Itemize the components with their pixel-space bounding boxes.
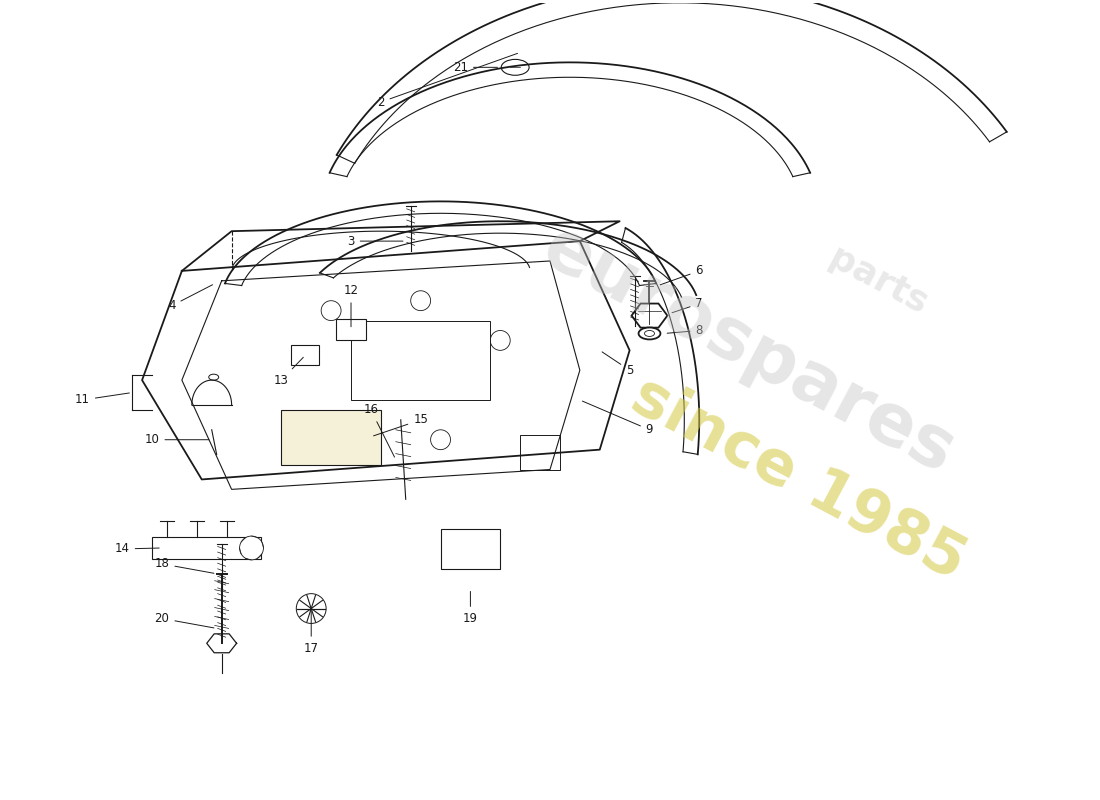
Text: 8: 8 [668, 324, 703, 337]
Circle shape [321, 301, 341, 321]
Text: 4: 4 [168, 285, 212, 312]
Text: since 1985: since 1985 [621, 366, 976, 592]
Text: 2: 2 [377, 54, 517, 109]
Text: 15: 15 [374, 414, 428, 436]
Text: 19: 19 [463, 591, 477, 625]
Text: 9: 9 [582, 401, 653, 436]
FancyBboxPatch shape [441, 529, 500, 569]
Circle shape [430, 430, 451, 450]
Text: 12: 12 [343, 284, 359, 326]
Polygon shape [631, 303, 668, 328]
Circle shape [296, 594, 326, 623]
Ellipse shape [645, 330, 654, 337]
Circle shape [311, 420, 331, 440]
FancyBboxPatch shape [152, 537, 262, 559]
Text: 7: 7 [672, 297, 703, 313]
Text: 3: 3 [348, 234, 403, 248]
Text: 14: 14 [114, 542, 160, 555]
Circle shape [410, 290, 430, 310]
Ellipse shape [639, 327, 660, 339]
Text: eurospares: eurospares [531, 213, 967, 488]
Text: 20: 20 [154, 612, 215, 628]
Ellipse shape [209, 374, 219, 380]
FancyBboxPatch shape [282, 410, 381, 465]
Text: 21: 21 [453, 61, 497, 74]
Text: 17: 17 [304, 611, 319, 654]
FancyBboxPatch shape [337, 318, 366, 341]
Text: parts: parts [823, 241, 934, 321]
Circle shape [371, 360, 390, 380]
FancyBboxPatch shape [520, 434, 560, 470]
Text: 11: 11 [75, 393, 130, 406]
Circle shape [491, 330, 510, 350]
Text: 13: 13 [274, 358, 304, 386]
Text: 6: 6 [660, 265, 703, 285]
Text: 10: 10 [144, 434, 209, 446]
Circle shape [240, 536, 264, 560]
Text: 16: 16 [363, 403, 395, 457]
FancyBboxPatch shape [292, 346, 319, 366]
Ellipse shape [502, 59, 529, 75]
Text: 18: 18 [154, 558, 215, 574]
Text: 5: 5 [602, 352, 634, 377]
FancyBboxPatch shape [351, 321, 491, 400]
